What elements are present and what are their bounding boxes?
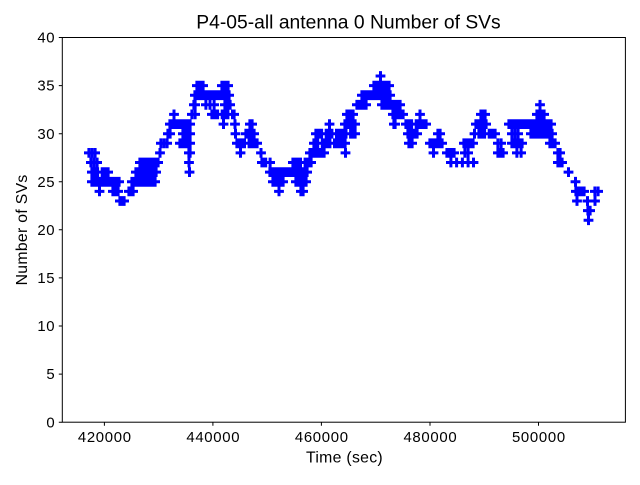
svg-text:P4-05-all antenna 0 Number of: P4-05-all antenna 0 Number of SVs — [196, 13, 500, 34]
svg-text:500000: 500000 — [512, 430, 566, 446]
svg-text:0: 0 — [46, 415, 55, 431]
svg-text:420000: 420000 — [78, 430, 132, 446]
svg-text:440000: 440000 — [186, 430, 240, 446]
svg-text:480000: 480000 — [403, 430, 457, 446]
svg-text:35: 35 — [37, 79, 55, 95]
svg-text:40: 40 — [37, 31, 55, 47]
svg-text:25: 25 — [37, 175, 55, 191]
svg-text:Number of SVs: Number of SVs — [14, 174, 31, 285]
svg-text:Time (sec): Time (sec) — [306, 450, 383, 467]
svg-text:15: 15 — [37, 271, 55, 287]
svg-text:5: 5 — [46, 367, 55, 383]
svg-text:30: 30 — [37, 127, 55, 143]
svg-text:20: 20 — [37, 223, 55, 239]
svg-text:10: 10 — [37, 319, 55, 335]
svg-text:460000: 460000 — [295, 430, 349, 446]
